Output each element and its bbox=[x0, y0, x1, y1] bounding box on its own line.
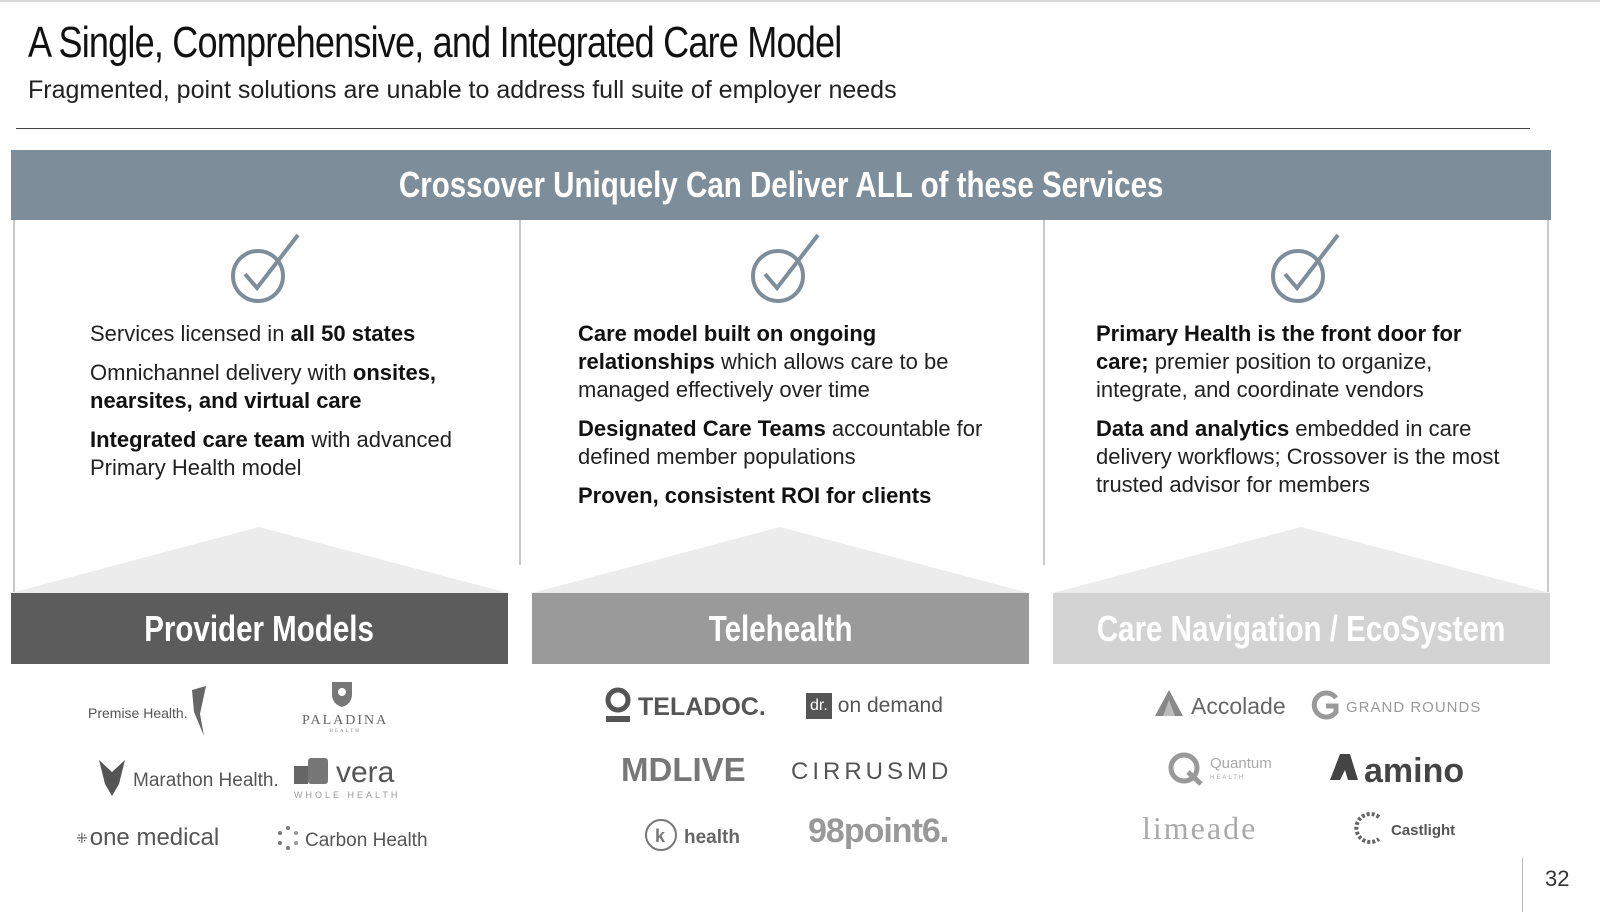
one-medical-logo: ⁜ one medical bbox=[76, 824, 220, 851]
castlight-logo: Castlight bbox=[1353, 811, 1455, 849]
provider-models-bar: Provider Models bbox=[11, 593, 508, 664]
accolade-logo: Accolade bbox=[1153, 688, 1286, 724]
shield-icon bbox=[330, 680, 354, 713]
telehealth-bar: Telehealth bbox=[532, 593, 1029, 664]
services-banner: Crossover Uniquely Can Deliver ALL of th… bbox=[11, 150, 1551, 220]
services-banner-text: Crossover Uniquely Can Deliver ALL of th… bbox=[398, 164, 1164, 205]
castlight-mark-icon bbox=[1353, 811, 1385, 849]
column-roof bbox=[532, 527, 1029, 593]
provider-points: Services licensed in all 50 states Omnic… bbox=[90, 320, 490, 493]
k-health-logo: k health bbox=[644, 818, 740, 858]
vera-mark-icon bbox=[294, 757, 330, 789]
column-divider bbox=[1043, 220, 1045, 565]
point: Omnichannel delivery with onsites, nears… bbox=[90, 360, 437, 413]
limeade-logo: limeade bbox=[1142, 810, 1258, 846]
grand-rounds-mark-icon bbox=[1310, 690, 1340, 724]
dr-on-demand-logo: dr. on demand bbox=[806, 693, 943, 719]
point: Data and analytics embedded in care deli… bbox=[1096, 416, 1500, 497]
amino-logo: amino bbox=[1328, 752, 1464, 791]
plus-dots-icon: ⁜ bbox=[76, 829, 88, 846]
teladoc-mark-icon bbox=[604, 686, 632, 729]
column-divider bbox=[519, 220, 521, 565]
grand-rounds-logo: GRAND ROUNDS bbox=[1310, 690, 1481, 724]
checkmark-icon bbox=[228, 232, 308, 308]
column-divider bbox=[13, 220, 15, 592]
premise-leaf-icon bbox=[188, 686, 210, 739]
point: Proven, consistent ROI for clients bbox=[578, 483, 932, 508]
point: Integrated care team with advanced Prima… bbox=[90, 427, 452, 480]
mdlive-logo: MDLIVE bbox=[621, 751, 746, 788]
point: Designated Care Teams accountable for de… bbox=[578, 416, 983, 469]
marathon-health-logo: Marathon Health. bbox=[97, 758, 279, 803]
point: Primary Health is the front door for car… bbox=[1096, 321, 1462, 402]
column-divider bbox=[1547, 220, 1549, 592]
page-number-divider bbox=[1522, 858, 1523, 912]
quantum-mark-icon bbox=[1168, 752, 1204, 790]
premise-health-logo: Premise Health. bbox=[88, 686, 216, 739]
care-navigation-label: Care Navigation / EcoSystem bbox=[1097, 607, 1506, 649]
carbon-dots-icon bbox=[277, 826, 299, 856]
quantum-health-logo: Quantum HEALTH bbox=[1168, 752, 1272, 790]
amino-mark-icon bbox=[1328, 752, 1358, 791]
slide-title: A Single, Comprehensive, and Integrated … bbox=[28, 18, 842, 67]
accolade-mark-icon bbox=[1153, 688, 1185, 724]
checkmark-icon bbox=[1268, 232, 1348, 308]
dr-badge-icon: dr. bbox=[806, 693, 832, 719]
navigation-points: Primary Health is the front door for car… bbox=[1096, 320, 1506, 510]
telehealth-label: Telehealth bbox=[708, 607, 853, 649]
checkmark-icon bbox=[748, 232, 828, 308]
paladina-logo: PALADINA HEALTH bbox=[302, 680, 388, 734]
marathon-flame-icon bbox=[97, 758, 127, 803]
cirrusmd-logo: CIRRUSMD bbox=[791, 758, 953, 785]
slide-subtitle: Fragmented, point solutions are unable t… bbox=[28, 76, 897, 104]
teladoc-logo: TELADOC. bbox=[604, 686, 766, 729]
provider-models-label: Provider Models bbox=[144, 607, 375, 649]
carbon-health-logo: Carbon Health bbox=[277, 826, 428, 856]
column-roof bbox=[1053, 527, 1550, 593]
svg-text:k: k bbox=[655, 826, 666, 846]
title-divider bbox=[16, 128, 1530, 129]
point: Care model built on ongoing relationship… bbox=[578, 321, 949, 402]
telehealth-points: Care model built on ongoing relationship… bbox=[578, 320, 988, 521]
98point6-logo: 98point6. bbox=[808, 812, 949, 850]
point: Services licensed in all 50 states bbox=[90, 321, 416, 346]
vera-logo: vera WHOLE HEALTH bbox=[294, 756, 401, 800]
page-number: 32 bbox=[1545, 866, 1570, 891]
top-border bbox=[0, 0, 1600, 2]
column-roof bbox=[11, 527, 508, 593]
care-navigation-bar: Care Navigation / EcoSystem bbox=[1053, 593, 1550, 664]
k-circle-icon: k bbox=[644, 818, 678, 858]
